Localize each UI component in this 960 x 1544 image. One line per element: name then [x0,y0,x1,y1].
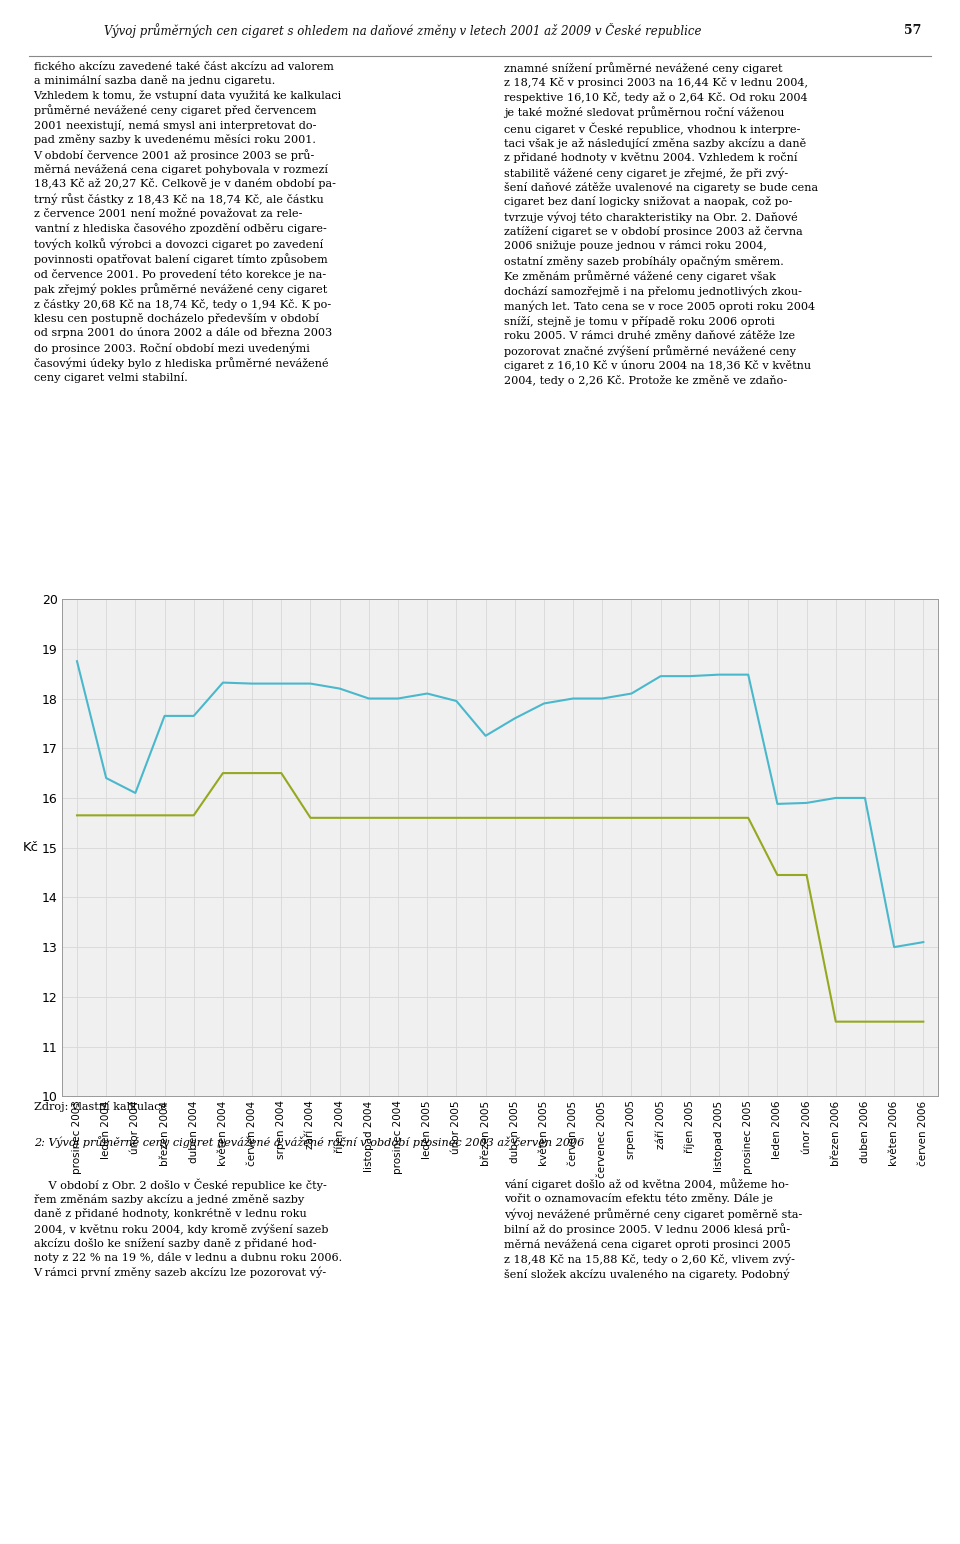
Text: znamné snížení průměrné nevážené ceny cigaret
z 18,74 Kč v prosinci 2003 na 16,4: znamné snížení průměrné nevážené ceny ci… [504,62,818,386]
Text: 57: 57 [904,25,922,37]
Text: 2: Vývoj průměrné ceny cigaret nevážené a vážené roční v období prosinec 2003 až: 2: Vývoj průměrné ceny cigaret nevážené … [34,1136,584,1149]
Text: Zdroj: vlastní kalkulace: Zdroj: vlastní kalkulace [34,1101,167,1112]
Text: V období z Obr. 2 došlo v České republice ke čty-
řem změnám sazby akcízu a jedn: V období z Obr. 2 došlo v České republic… [34,1178,342,1278]
Text: vání cigaret došlo až od května 2004, můžeme ho-
vořit o oznamovacím efektu této: vání cigaret došlo až od května 2004, mů… [504,1178,803,1280]
Y-axis label: Kč: Kč [22,841,38,854]
Text: fického akcízu zavedené také část akcízu ad valorem
a minimální sazba daně na je: fického akcízu zavedené také část akcízu… [34,62,342,383]
Text: Vývoj průměrných cen cigaret s ohledem na daňové změny v letech 2001 až 2009 v Č: Vývoj průměrných cen cigaret s ohledem n… [105,23,702,39]
